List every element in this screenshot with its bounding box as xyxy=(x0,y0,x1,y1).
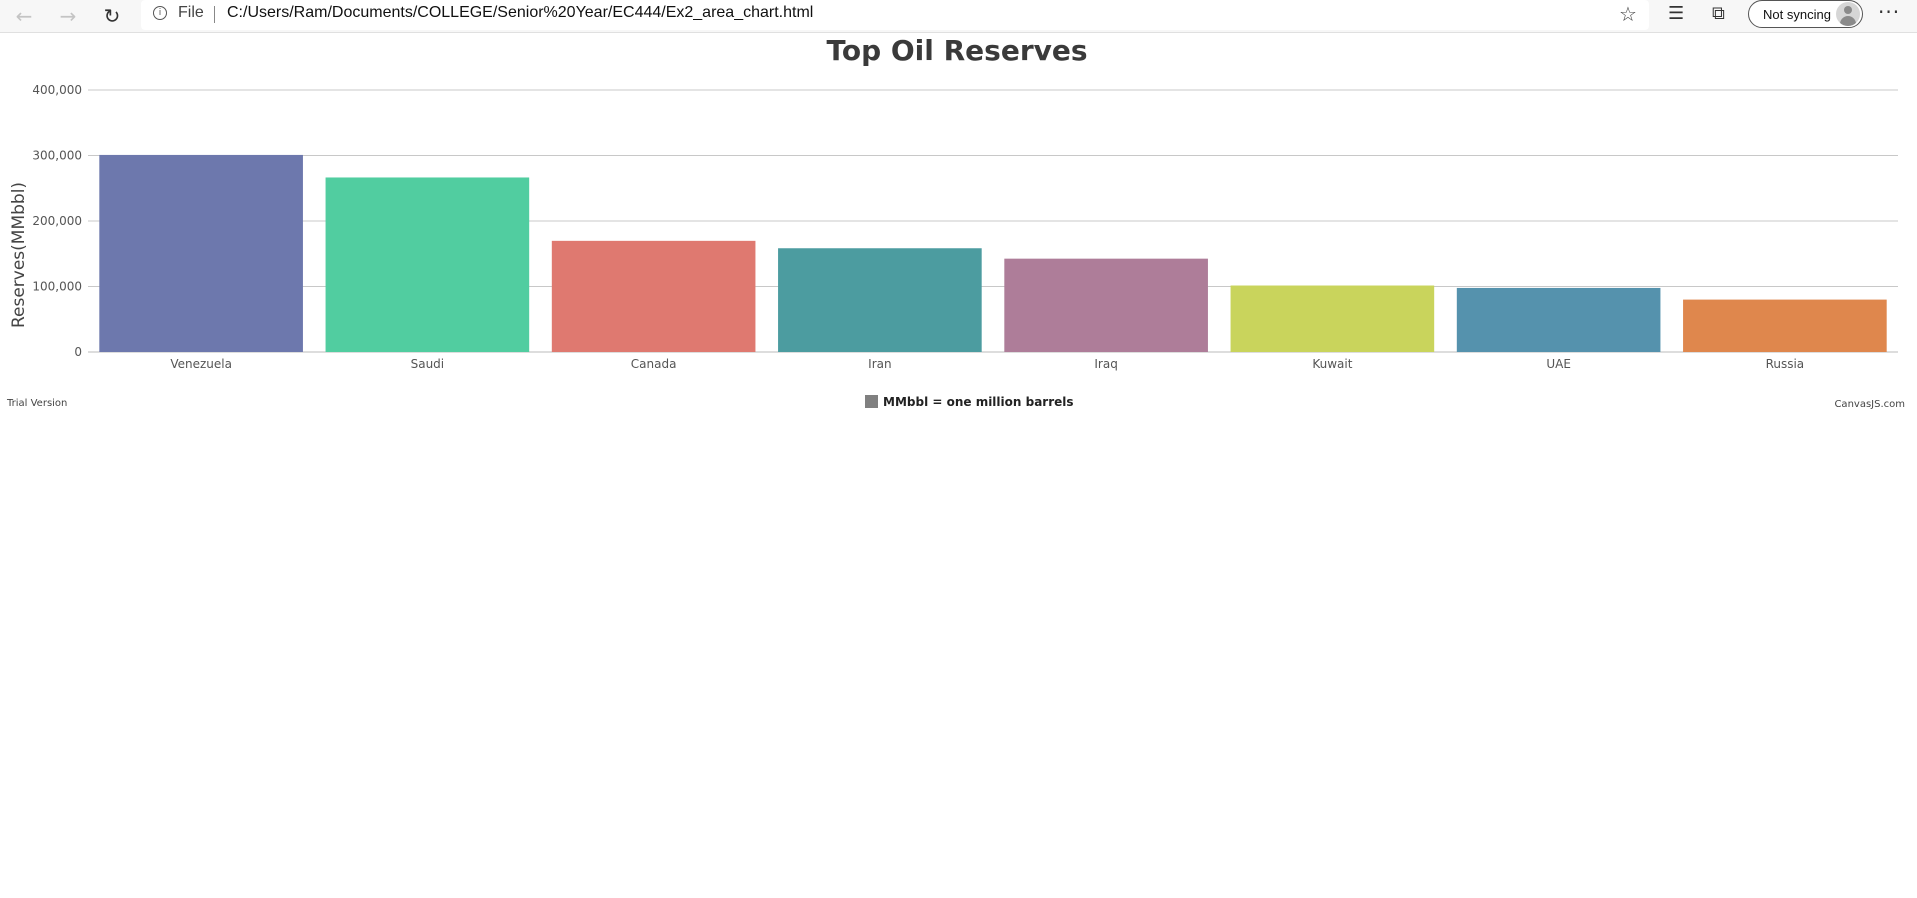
address-separator xyxy=(214,6,215,23)
bar-uae[interactable] xyxy=(1456,287,1661,352)
bar-saudi[interactable] xyxy=(325,177,530,352)
legend-swatch xyxy=(865,395,878,408)
forward-button[interactable]: → xyxy=(52,2,84,30)
browser-toolbar: ← → ↻ i File C:/Users/Ram/Documents/COLL… xyxy=(0,0,1917,33)
bar-canada[interactable] xyxy=(551,240,756,352)
back-button[interactable]: ← xyxy=(8,2,40,30)
sync-button[interactable]: Not syncing xyxy=(1748,0,1863,28)
y-tick-label: 100,000 xyxy=(32,280,82,294)
x-tick-label: Saudi xyxy=(411,357,445,371)
bars xyxy=(99,154,1887,352)
sync-label: Not syncing xyxy=(1763,7,1831,22)
avatar xyxy=(1836,2,1860,26)
canvasjs-credit[interactable]: CanvasJS.com xyxy=(1834,399,1905,410)
y-axis-label: Reserves(MMbbl) xyxy=(9,182,29,328)
x-tick-label: UAE xyxy=(1546,357,1571,371)
bar-venezuela[interactable] xyxy=(99,154,303,352)
address-bar[interactable]: i File C:/Users/Ram/Documents/COLLEGE/Se… xyxy=(141,0,1649,30)
x-tick-label: Iran xyxy=(868,357,891,371)
y-tick-label: 0 xyxy=(74,345,82,359)
x-tick-label: Russia xyxy=(1766,357,1805,371)
x-axis-labels: Venezuela Saudi Canada Iran Iraq Kuwait UAE Rus… xyxy=(170,357,1804,371)
bar-kuwait[interactable] xyxy=(1230,285,1435,352)
bar-iraq[interactable] xyxy=(1004,258,1208,352)
x-tick-label: Iraq xyxy=(1094,357,1117,371)
star-icon[interactable]: ☆ xyxy=(1619,2,1637,26)
refresh-icon: ↻ xyxy=(103,4,121,28)
arrow-left-icon: ← xyxy=(15,4,33,28)
x-tick-label: Kuwait xyxy=(1312,357,1352,371)
bar-iran[interactable] xyxy=(778,248,982,352)
y-tick-label: 400,000 xyxy=(32,83,82,97)
arrow-right-icon: → xyxy=(59,4,77,28)
info-icon[interactable]: i xyxy=(153,6,167,20)
y-axis-ticks: 0 100,000 200,000 300,000 400,000 xyxy=(32,83,82,359)
legend-label[interactable]: MMbbl = one million barrels xyxy=(883,395,1074,409)
x-tick-label: Canada xyxy=(631,357,677,371)
chart-title: Top Oil Reserves xyxy=(826,34,1087,67)
collections-icon[interactable]: ⧉ xyxy=(1712,3,1725,24)
favorites-list-icon[interactable]: ☰ xyxy=(1668,3,1685,24)
url-text[interactable]: C:/Users/Ram/Documents/COLLEGE/Senior%20… xyxy=(227,4,814,21)
trial-version-label: Trial Version xyxy=(6,398,67,409)
refresh-button[interactable]: ↻ xyxy=(96,2,128,30)
bar-chart: Top Oil Reserves 0 100,000 200,000 300,000 4… xyxy=(6,34,1905,410)
y-tick-label: 300,000 xyxy=(32,149,82,163)
file-label: File xyxy=(178,4,204,21)
bar-russia[interactable] xyxy=(1683,299,1887,352)
y-tick-label: 200,000 xyxy=(32,214,82,228)
more-icon[interactable]: ··· xyxy=(1878,0,1901,24)
x-tick-label: Venezuela xyxy=(170,357,232,371)
